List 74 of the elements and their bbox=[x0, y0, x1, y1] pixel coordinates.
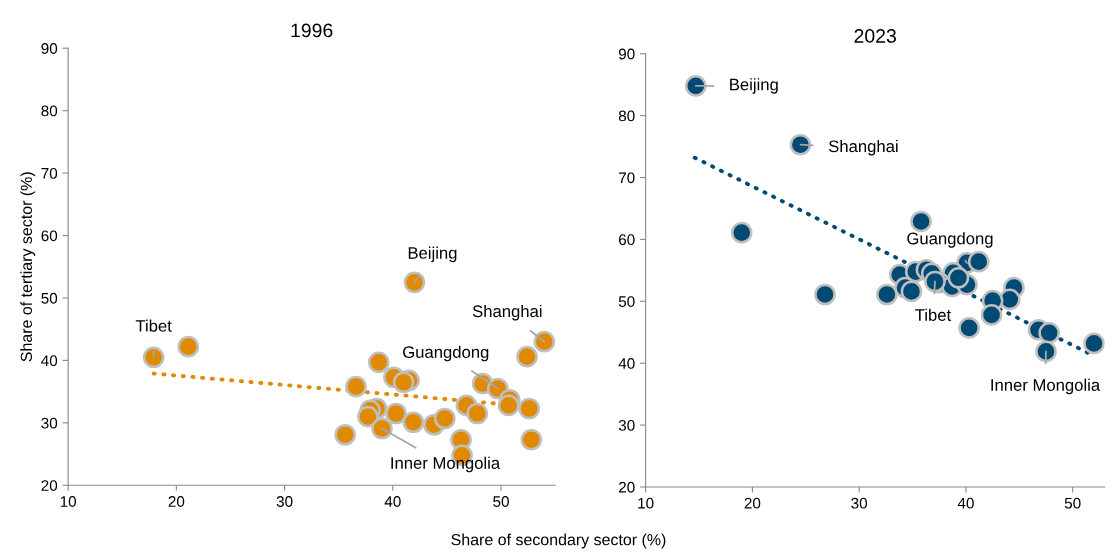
chart-title: 2023 bbox=[854, 29, 896, 43]
point bbox=[403, 271, 426, 294]
point bbox=[385, 402, 407, 425]
x-tick-label: 40 bbox=[957, 497, 974, 509]
point bbox=[516, 345, 538, 368]
point bbox=[371, 417, 393, 440]
annotation: Beijing bbox=[730, 78, 778, 94]
x-tick-label: 30 bbox=[276, 496, 293, 507]
point bbox=[466, 402, 489, 425]
point bbox=[345, 375, 367, 398]
y-tick-label: 50 bbox=[41, 292, 58, 304]
y-tick-label: 60 bbox=[618, 234, 635, 246]
x-tick-label: 50 bbox=[1064, 497, 1081, 509]
point bbox=[900, 280, 923, 303]
point bbox=[876, 283, 898, 306]
point bbox=[967, 250, 990, 273]
point bbox=[958, 317, 980, 339]
point bbox=[730, 221, 753, 244]
point bbox=[357, 405, 379, 428]
point bbox=[518, 397, 540, 420]
y-tick-label: 50 bbox=[618, 296, 635, 307]
x-tick-label: 20 bbox=[168, 496, 185, 507]
point bbox=[392, 371, 415, 394]
annotation: Shanghai bbox=[828, 139, 898, 156]
y-tick-label: 30 bbox=[618, 419, 635, 431]
x-tick-label: 10 bbox=[60, 496, 77, 507]
point bbox=[497, 394, 520, 417]
x-axis-title: Share of secondary sector (%) bbox=[451, 533, 666, 549]
point bbox=[980, 304, 1003, 326]
point bbox=[402, 411, 425, 434]
point bbox=[177, 335, 200, 358]
y-tick-label: 20 bbox=[618, 481, 635, 493]
annotation: Beijing bbox=[408, 246, 457, 263]
x-tick-label: 10 bbox=[638, 497, 654, 509]
point bbox=[433, 407, 456, 430]
point bbox=[814, 283, 836, 306]
y-tick-label: 70 bbox=[41, 167, 58, 179]
x-tick-label: 30 bbox=[851, 497, 868, 509]
point bbox=[924, 270, 946, 293]
y-axis-title: Share of tertiary sector (%) bbox=[20, 172, 36, 362]
x-tick-label: 50 bbox=[493, 496, 509, 507]
annotation: Inner Mongolia bbox=[991, 378, 1101, 395]
y-tick-label: 40 bbox=[618, 358, 635, 369]
y-tick-label: 70 bbox=[619, 172, 635, 184]
point bbox=[1035, 340, 1057, 363]
point bbox=[520, 428, 543, 451]
point bbox=[533, 330, 556, 353]
y-tick-label: 90 bbox=[41, 43, 58, 54]
annotation: Tibet bbox=[135, 319, 172, 332]
point bbox=[947, 266, 970, 289]
annotation: Guangdong bbox=[403, 345, 489, 362]
point bbox=[367, 351, 390, 374]
point bbox=[684, 75, 707, 97]
chart-title: 1996 bbox=[291, 23, 333, 38]
x-tick-label: 40 bbox=[384, 496, 401, 507]
y-tick-label: 80 bbox=[41, 105, 58, 117]
annotation: Tibet bbox=[915, 308, 952, 321]
y-tick-label: 40 bbox=[41, 355, 58, 367]
annotation: Shanghai bbox=[472, 304, 542, 321]
point bbox=[998, 288, 1021, 311]
point bbox=[910, 210, 932, 233]
annotation: Guangdong bbox=[907, 232, 993, 248]
point bbox=[334, 423, 357, 446]
annotation: Inner Mongolia bbox=[391, 456, 501, 473]
point bbox=[1083, 332, 1105, 355]
point bbox=[142, 346, 165, 369]
y-tick-label: 30 bbox=[41, 417, 58, 429]
x-tick-label: 20 bbox=[744, 497, 761, 509]
y-tick-label: 90 bbox=[618, 48, 635, 60]
point bbox=[789, 133, 812, 156]
y-tick-label: 20 bbox=[41, 480, 58, 491]
y-tick-label: 60 bbox=[41, 230, 58, 242]
y-tick-label: 80 bbox=[618, 110, 635, 122]
point bbox=[1038, 322, 1061, 344]
